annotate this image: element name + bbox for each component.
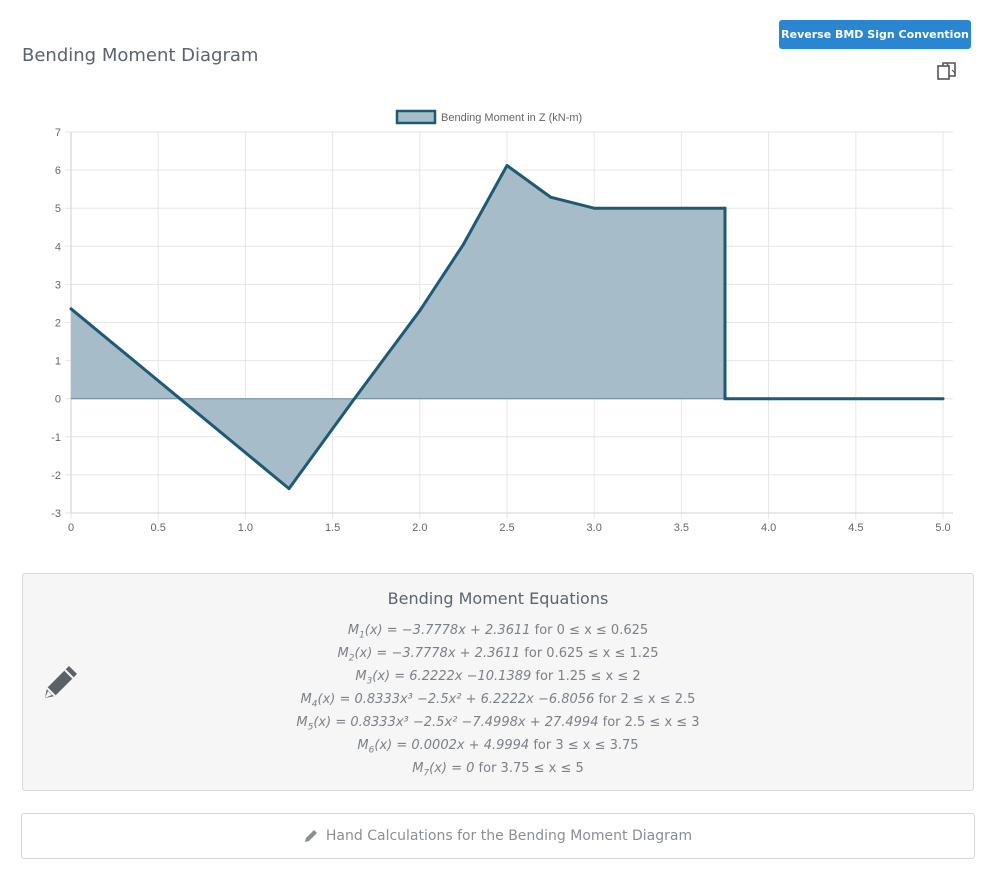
equations-panel: Bending Moment Equations M1(x) = −3.7778…	[22, 573, 974, 791]
equation-label: M	[347, 623, 360, 638]
data-point	[549, 195, 553, 199]
y-tick-label: -3	[51, 508, 61, 520]
x-tick-label: 2.0	[412, 522, 427, 534]
y-tick-label: 5	[55, 203, 61, 215]
y-tick-label: 6	[55, 165, 61, 177]
equation-range: for 1.25 ≤ x ≤ 2	[531, 669, 641, 684]
equation-label: M	[337, 646, 349, 661]
data-point	[287, 487, 291, 491]
equation-expression: M1(x) = −3.7778x + 2.3611	[347, 623, 531, 641]
hand-calculations-label: Hand Calculations for the Bending Moment…	[325, 828, 693, 844]
data-point	[592, 206, 596, 210]
chart-svg: 0 0.5 1.0 1.5 2.0 2.5 3.0 3.5 4.0 4.5 5.076543210-…	[51, 109, 953, 534]
equation-range: for 0 ≤ x ≤ 0.625	[530, 623, 649, 638]
equation-subscript: 5	[307, 722, 314, 733]
equation-label: M	[300, 692, 312, 707]
x-tick-label: 0	[68, 522, 74, 534]
equation-body: (x) = 0	[429, 761, 475, 776]
data-point	[418, 309, 422, 313]
equation-subscript: 3	[366, 676, 373, 687]
equation-body: (x) = −3.7778x + 2.3611	[354, 646, 521, 661]
equation-expression: M6(x) = 0.0002x + 4.9994	[357, 738, 530, 756]
equation-subscript: 4	[311, 699, 318, 710]
pencil-icon	[41, 662, 81, 702]
equation-label: M	[296, 715, 308, 730]
x-tick-label: 4.0	[761, 522, 776, 534]
equation-expression: M3(x) = 6.2222x −10.1389	[355, 669, 532, 687]
bending-moment-chart: 0 0.5 1.0 1.5 2.0 2.5 3.0 3.5 4.0 4.5 5.0 7 6 5 4 3 2 1 0-…	[0, 100, 992, 545]
data-point	[352, 397, 356, 401]
equation-line: M6(x) = 0.0002x + 4.9994 for 3 ≤ x ≤ 3.7…	[23, 734, 973, 757]
y-tick-label: 2	[55, 318, 61, 330]
equation-line: M3(x) = 6.2222x −10.1389 for 1.25 ≤ x ≤ …	[23, 665, 973, 688]
equation-body: (x) = 0.8333x³ −2.5x² + 6.2222x −6.8056	[317, 692, 595, 707]
data-point	[723, 206, 727, 210]
equation-line: M4(x) = 0.8333x³ −2.5x² + 6.2222x −6.805…	[23, 688, 973, 711]
equations-list: M1(x) = −3.7778x + 2.3611 for 0 ≤ x ≤ 0.…	[23, 619, 973, 780]
equation-line: M1(x) = −3.7778x + 2.3611 for 0 ≤ x ≤ 0.…	[23, 619, 973, 642]
equation-range: for 2.5 ≤ x ≤ 3	[598, 715, 700, 730]
y-tick-label: 7	[55, 127, 61, 139]
equations-title: Bending Moment Equations	[387, 589, 609, 608]
equation-subscript: 2	[348, 653, 355, 664]
equation-subscript: 6	[368, 745, 375, 756]
reverse-bmd-sign-button[interactable]: Reverse BMD Sign Convention	[779, 20, 971, 49]
copy-icon[interactable]	[936, 60, 958, 82]
equation-expression: M4(x) = 0.8333x³ −2.5x² + 6.2222x −6.805…	[300, 692, 595, 710]
equation-label: M	[412, 761, 424, 776]
legend-swatch	[395, 109, 437, 125]
equation-range: for 3.75 ≤ x ≤ 5	[474, 761, 584, 776]
equation-line: M2(x) = −3.7778x + 2.3611 for 0.625 ≤ x …	[23, 642, 973, 665]
data-point	[178, 397, 182, 401]
y-tick-label: 3	[55, 279, 61, 291]
equation-line: M7(x) = 0 for 3.75 ≤ x ≤ 5	[23, 757, 973, 780]
x-tick-label: 3.5	[674, 522, 689, 534]
x-tick-label: 1.0	[238, 522, 253, 534]
x-tick-label: 3.0	[587, 522, 602, 534]
x-tick-label: 1.5	[325, 522, 340, 534]
x-tick-label: 0.5	[151, 522, 166, 534]
y-tick-label: 4	[55, 241, 61, 253]
pencil-small-icon	[304, 829, 318, 843]
page-title: Bending Moment Diagram	[22, 45, 259, 66]
y-tick-label: 0	[55, 394, 61, 406]
data-point	[723, 397, 727, 401]
equation-subscript: 7	[423, 768, 430, 779]
data-point	[941, 397, 945, 401]
equation-label: M	[355, 669, 367, 684]
data-point	[461, 242, 465, 246]
data-point	[69, 307, 73, 311]
y-tick-label: -1	[51, 432, 61, 444]
equation-body: (x) = −3.7778x + 2.3611	[364, 623, 531, 638]
equation-expression: M7(x) = 0	[412, 761, 475, 779]
equation-body: (x) = 0.8333x³ −2.5x² −7.4998x + 27.4994	[313, 715, 599, 730]
equation-subscript: 1	[359, 630, 365, 641]
data-point	[767, 397, 771, 401]
equation-line: M5(x) = 0.8333x³ −2.5x² −7.4998x + 27.49…	[23, 711, 973, 734]
equation-expression: M2(x) = −3.7778x + 2.3611	[337, 646, 521, 664]
x-tick-label: 2.5	[499, 522, 514, 534]
data-point	[505, 164, 509, 168]
equation-body: (x) = 6.2222x −10.1389	[372, 669, 532, 684]
equation-expression: M5(x) = 0.8333x³ −2.5x² −7.4998x + 27.49…	[296, 715, 599, 733]
equation-range: for 3 ≤ x ≤ 3.75	[529, 738, 639, 753]
equation-range: for 0.625 ≤ x ≤ 1.25	[520, 646, 659, 661]
x-tick-label: 5.0	[935, 522, 950, 534]
x-tick-label: 4.5	[848, 522, 863, 534]
equation-body: (x) = 0.0002x + 4.9994	[374, 738, 530, 753]
hand-calculations-button[interactable]: Hand Calculations for the Bending Moment…	[21, 813, 975, 859]
legend-label: Bending Moment in Z (kN-m)	[441, 112, 582, 124]
y-tick-label: 1	[55, 356, 61, 368]
equation-label: M	[357, 738, 369, 753]
y-tick-label: -2	[51, 470, 61, 482]
equation-range: for 2 ≤ x ≤ 2.5	[594, 692, 696, 707]
